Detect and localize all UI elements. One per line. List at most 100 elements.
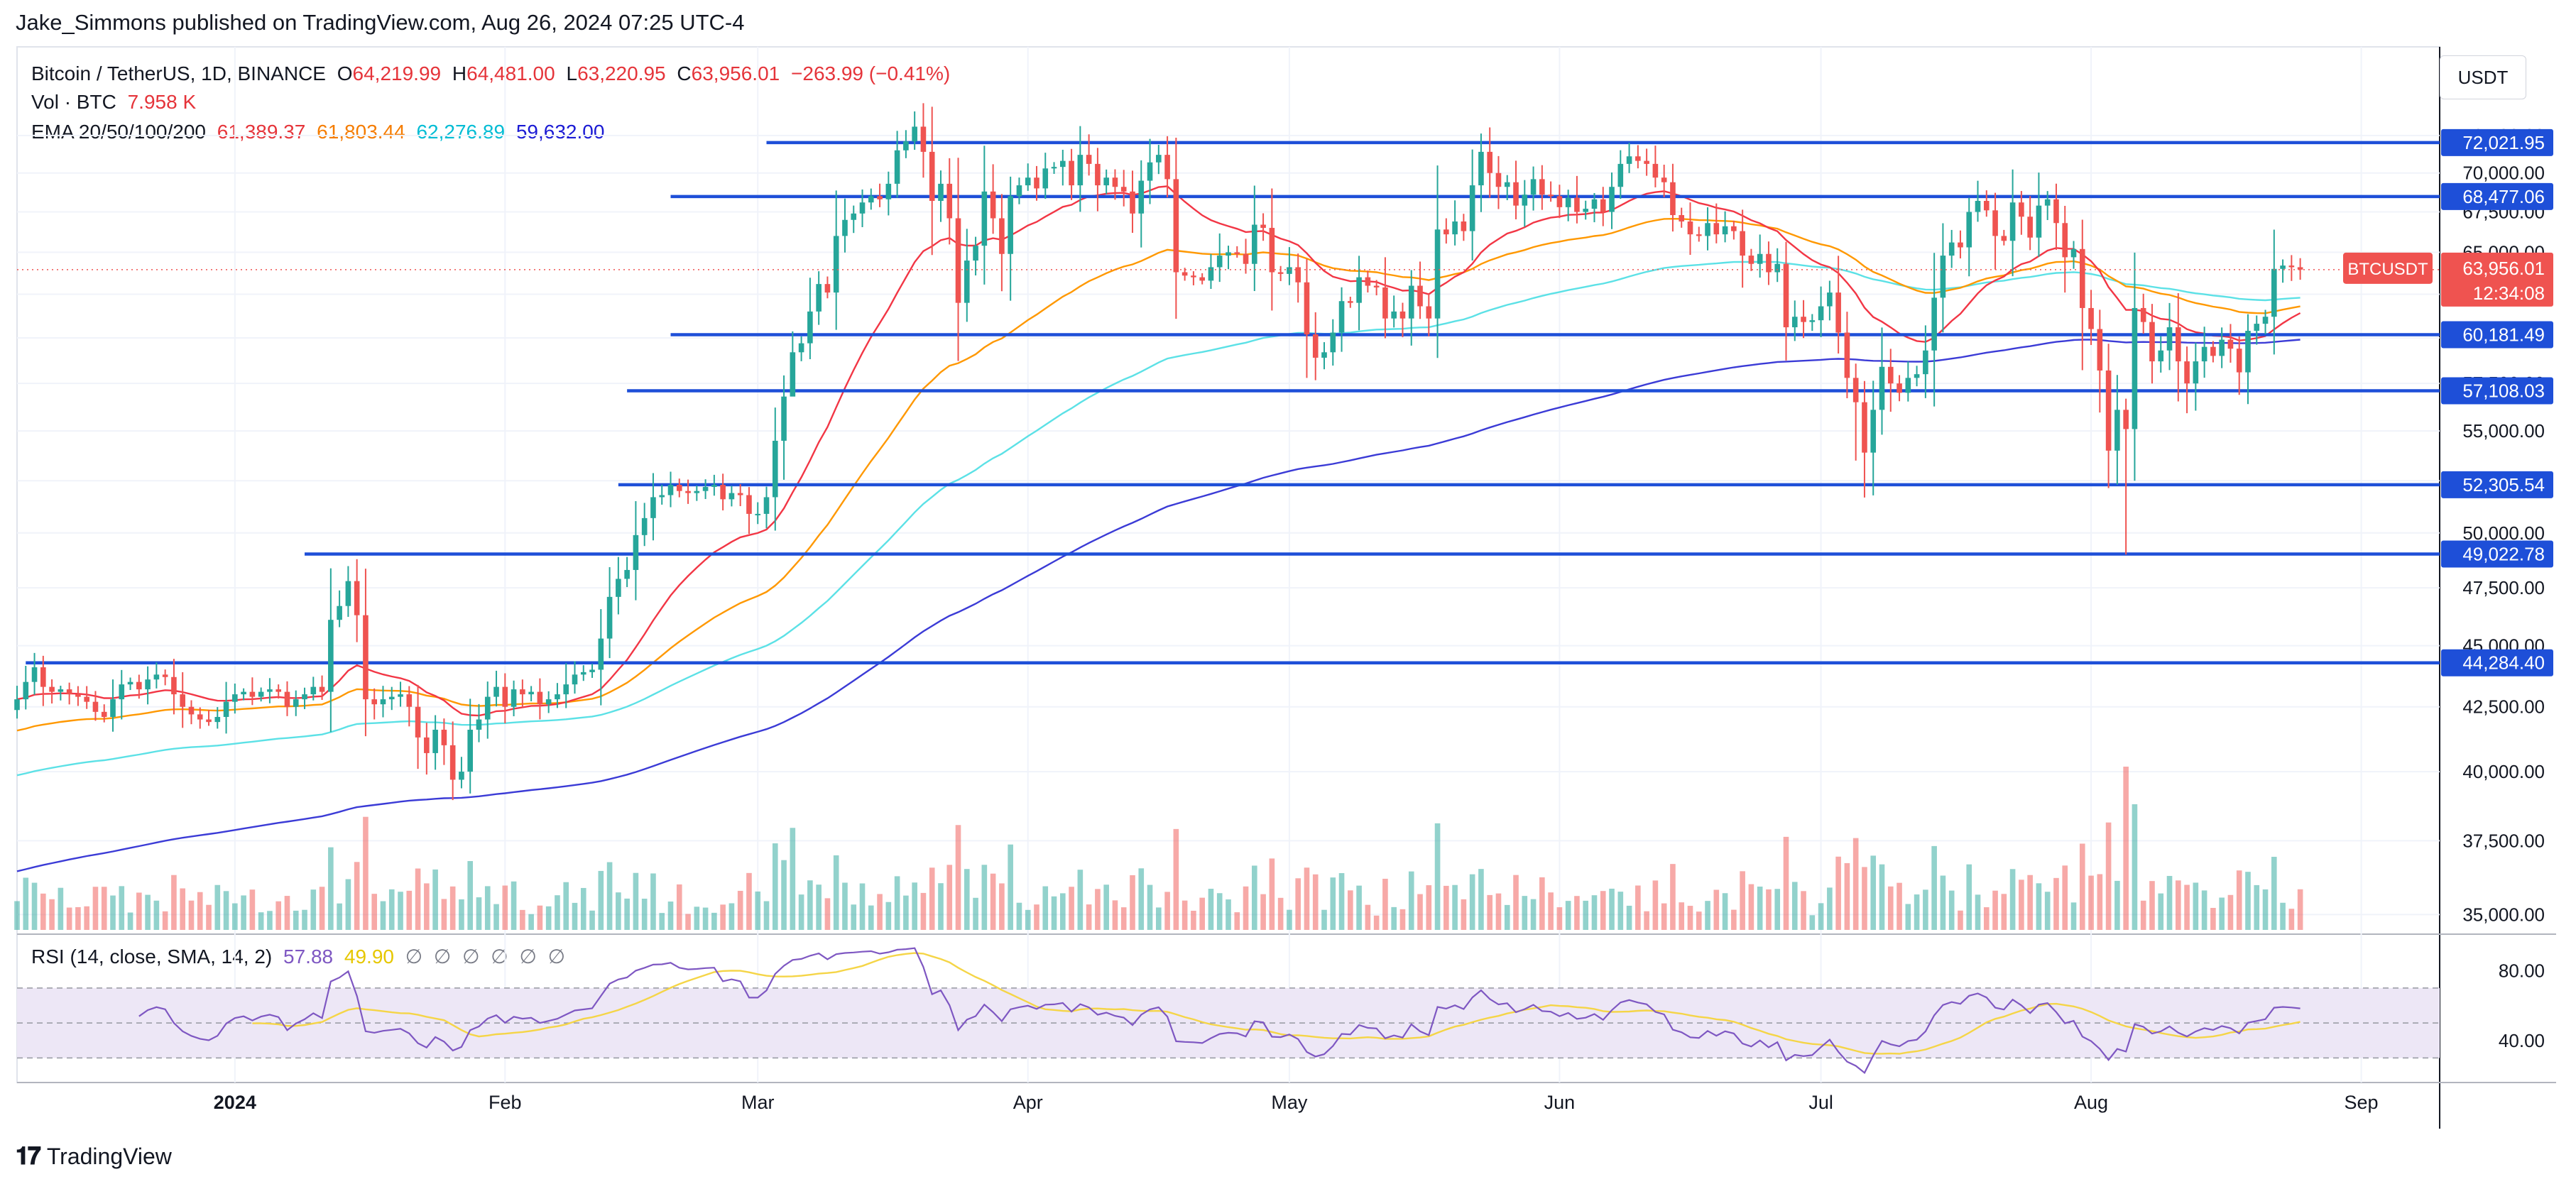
volume-bar bbox=[1635, 885, 1641, 930]
volume-bar bbox=[1495, 893, 1502, 930]
close-value: 63,956.01 bbox=[691, 62, 780, 84]
candle-body bbox=[406, 694, 413, 707]
candle-body bbox=[2210, 346, 2216, 356]
ema-label: EMA 20/50/100/200 bbox=[31, 121, 206, 143]
volume-bar bbox=[223, 891, 229, 930]
candle-body bbox=[1896, 383, 1902, 393]
volume-bar bbox=[685, 914, 691, 930]
candle-body bbox=[293, 699, 299, 707]
volume-bar bbox=[1958, 910, 1963, 930]
volume-bar bbox=[162, 911, 168, 930]
volume-bar bbox=[1687, 906, 1693, 930]
volume-bar bbox=[1408, 871, 1414, 930]
high-value: 64,481.00 bbox=[466, 62, 555, 84]
ema100-line bbox=[16, 261, 2301, 777]
candle-body bbox=[1975, 201, 1981, 212]
candle-body bbox=[1948, 242, 1955, 256]
price-tick-label: 40,000.00 bbox=[2462, 761, 2545, 782]
volume-bar bbox=[859, 883, 866, 930]
candle-body bbox=[241, 691, 246, 695]
candle-body bbox=[119, 684, 125, 700]
candle-body bbox=[1365, 277, 1371, 286]
level-price-label: 44,284.40 bbox=[2462, 652, 2545, 674]
candle-body bbox=[459, 772, 464, 780]
candle-body bbox=[1583, 209, 1589, 212]
candle-body bbox=[275, 689, 282, 692]
candle-body bbox=[763, 497, 770, 514]
volume-bar bbox=[1504, 904, 1510, 930]
volume-bar bbox=[2193, 882, 2199, 930]
volume-bar bbox=[781, 860, 787, 930]
volume-bar bbox=[424, 883, 430, 930]
currency-selector[interactable]: USDT bbox=[2440, 55, 2526, 99]
rsi-tick-label: 40.00 bbox=[2499, 1030, 2545, 1051]
ema20-value: 61,389.37 bbox=[217, 121, 306, 143]
volume-bar bbox=[1103, 884, 1109, 930]
candle-body bbox=[1199, 277, 1205, 281]
volume-bar bbox=[555, 895, 560, 930]
volume-bar bbox=[1626, 905, 1632, 930]
candle-body bbox=[1852, 378, 1859, 402]
volume-bar bbox=[1914, 894, 1920, 930]
candle-body bbox=[371, 699, 378, 705]
candle-body bbox=[2262, 317, 2269, 324]
candle-body bbox=[484, 696, 491, 720]
volume-bar bbox=[1548, 892, 1554, 930]
candle-body bbox=[441, 729, 447, 745]
candle-body bbox=[737, 493, 743, 495]
candle-body bbox=[2219, 339, 2225, 356]
volume-bar bbox=[2210, 908, 2216, 930]
volume-bar bbox=[1008, 844, 1013, 930]
volume-bar bbox=[1304, 867, 1310, 930]
candle-body bbox=[1391, 311, 1397, 319]
candle-body bbox=[1879, 366, 1885, 410]
volume-bar bbox=[1975, 894, 1981, 930]
volume-bar bbox=[1478, 869, 1484, 930]
symbol-title: Bitcoin / TetherUS, 1D, BINANCE bbox=[31, 62, 326, 84]
candle-body bbox=[1914, 374, 1920, 378]
volume-bar bbox=[1791, 882, 1798, 930]
volume-bar bbox=[1452, 884, 1458, 930]
candle-body bbox=[1774, 263, 1781, 273]
open-value: 64,219.99 bbox=[352, 62, 442, 84]
volume-bar bbox=[824, 898, 831, 930]
ticker-symbol-label: BTCUSDT bbox=[2347, 260, 2428, 279]
volume-bar bbox=[23, 877, 29, 930]
candle-body bbox=[1818, 306, 1824, 321]
volume-bar bbox=[1260, 894, 1266, 930]
candle-body bbox=[1757, 253, 1763, 264]
candle-body bbox=[520, 689, 525, 695]
candle-body bbox=[1426, 306, 1432, 319]
volume-bar bbox=[119, 886, 125, 930]
candle-body bbox=[1443, 229, 1449, 235]
candle-body bbox=[476, 719, 482, 730]
volume-bar bbox=[415, 868, 421, 930]
volume-bar bbox=[676, 884, 682, 930]
candle-body bbox=[1731, 226, 1737, 231]
volume-bar bbox=[1705, 901, 1710, 930]
volume-bar bbox=[851, 904, 857, 930]
tradingview-brand[interactable]: 𝟏𝟕 TradingView bbox=[16, 1143, 172, 1171]
candle-body bbox=[1269, 228, 1275, 273]
candle-body bbox=[1705, 223, 1710, 236]
candle-body bbox=[1051, 167, 1057, 169]
volume-bar bbox=[520, 909, 525, 930]
level-price-tag bbox=[2441, 377, 2553, 405]
candle-body bbox=[1156, 155, 1162, 163]
candle-body bbox=[606, 596, 613, 639]
candle-body bbox=[711, 485, 717, 487]
candle-body bbox=[2149, 322, 2155, 362]
volume-bar bbox=[746, 872, 752, 930]
volume-bar bbox=[1644, 911, 1649, 930]
volume-bar bbox=[75, 906, 81, 930]
volume-bar bbox=[606, 862, 613, 930]
volume-bar bbox=[136, 892, 142, 930]
volume-label: Vol · BTC bbox=[31, 91, 116, 113]
volume-bar bbox=[1243, 886, 1249, 930]
volume-bar bbox=[2262, 889, 2269, 930]
candle-body bbox=[2254, 324, 2260, 332]
candle-body bbox=[23, 681, 29, 700]
volume-bar bbox=[1312, 874, 1319, 930]
price-tick-label: 47,500.00 bbox=[2462, 577, 2545, 598]
